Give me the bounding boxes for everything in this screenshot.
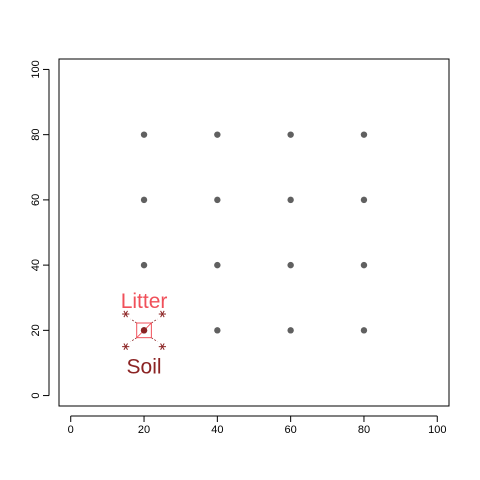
data-point bbox=[214, 327, 221, 334]
connector-line bbox=[151, 318, 158, 324]
x-tick-label: 0 bbox=[68, 424, 74, 436]
asterisk-marker bbox=[122, 343, 130, 351]
annotation-label: Litter bbox=[121, 290, 168, 313]
x-tick-label: 40 bbox=[211, 424, 223, 436]
data-point bbox=[287, 261, 294, 269]
y-tick-label: 80 bbox=[30, 129, 42, 141]
data-point bbox=[287, 131, 294, 138]
data-point bbox=[214, 196, 221, 204]
highlight-box bbox=[136, 322, 152, 339]
y-axis: 0 20 40 60 80 100 bbox=[30, 60, 50, 399]
hatch-line bbox=[149, 322, 152, 325]
y-tick-label: 100 bbox=[30, 60, 42, 78]
asterisk-marker bbox=[122, 310, 130, 318]
y-tick-label: 60 bbox=[30, 194, 42, 206]
data-point bbox=[287, 327, 294, 334]
connector-line bbox=[130, 318, 137, 324]
y-tick-label: 0 bbox=[30, 393, 42, 399]
highlight-group bbox=[122, 310, 166, 351]
x-axis: 0 20 40 60 80 100 bbox=[68, 415, 446, 436]
asterisk-marker bbox=[158, 310, 166, 318]
y-tick-label: 40 bbox=[30, 259, 42, 271]
data-point bbox=[360, 196, 368, 204]
asterisk-marker bbox=[158, 343, 166, 351]
data-point bbox=[214, 261, 221, 269]
data-point bbox=[287, 196, 294, 204]
x-tick-label: 60 bbox=[285, 424, 297, 436]
data-points bbox=[140, 131, 368, 334]
plot-frame bbox=[58, 58, 450, 407]
data-point bbox=[360, 131, 368, 138]
data-point bbox=[214, 131, 221, 138]
data-point bbox=[360, 261, 368, 269]
data-point bbox=[140, 196, 148, 204]
highlight-center-point bbox=[140, 327, 148, 334]
connector-line bbox=[130, 337, 137, 342]
data-point bbox=[360, 327, 368, 334]
y-tick-label: 20 bbox=[30, 324, 42, 336]
connector-line bbox=[151, 337, 158, 342]
x-tick-label: 80 bbox=[358, 424, 370, 436]
data-point bbox=[140, 131, 148, 138]
x-tick-label: 100 bbox=[428, 424, 446, 436]
x-tick-label: 20 bbox=[138, 424, 150, 436]
annotations: Litter Soil bbox=[121, 290, 168, 378]
data-point bbox=[140, 261, 148, 269]
annotation-label: Soil bbox=[127, 355, 162, 378]
